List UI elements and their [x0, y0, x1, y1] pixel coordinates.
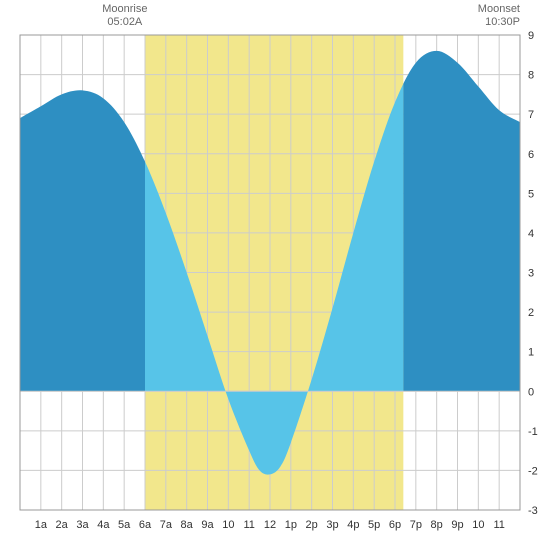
moonrise-time: 05:02A	[107, 16, 143, 28]
x-tick-label: 11	[493, 519, 504, 531]
y-tick-label: 2	[528, 307, 534, 319]
y-tick-label: -2	[528, 465, 538, 477]
moonrise-label: Moonrise	[102, 3, 147, 15]
chart-svg: Moonrise05:02AMoonset10:30P-3-2-10123456…	[0, 0, 550, 550]
x-tick-label: 1p	[285, 519, 297, 531]
y-tick-label: 8	[528, 70, 534, 82]
y-tick-label: 4	[528, 228, 534, 240]
x-tick-label: 8a	[181, 519, 194, 531]
y-tick-label: 9	[528, 30, 534, 42]
x-tick-label: 9p	[451, 519, 463, 531]
y-tick-label: -1	[528, 426, 538, 438]
x-tick-label: 11	[243, 519, 254, 531]
x-tick-label: 9a	[201, 519, 214, 531]
y-tick-label: 1	[528, 347, 534, 359]
y-tick-label: 7	[528, 109, 534, 121]
y-tick-label: 3	[528, 268, 534, 280]
y-tick-label: 0	[528, 386, 534, 398]
tide-chart: Moonrise05:02AMoonset10:30P-3-2-10123456…	[0, 0, 550, 550]
y-tick-label: -3	[528, 505, 538, 517]
x-tick-label: 3a	[76, 519, 89, 531]
x-tick-label: 7a	[160, 519, 173, 531]
x-tick-label: 10	[472, 519, 484, 531]
x-tick-label: 4p	[347, 519, 359, 531]
x-tick-label: 5a	[118, 519, 131, 531]
x-tick-label: 8p	[431, 519, 443, 531]
x-tick-label: 1a	[35, 519, 48, 531]
x-tick-label: 3p	[326, 519, 338, 531]
x-tick-label: 2a	[56, 519, 69, 531]
x-tick-label: 12	[264, 519, 276, 531]
moonset-label: Moonset	[478, 3, 520, 15]
y-tick-label: 6	[528, 149, 534, 161]
x-tick-label: 10	[222, 519, 234, 531]
moonset-time: 10:30P	[485, 16, 520, 28]
x-tick-label: 4a	[97, 519, 110, 531]
x-tick-label: 5p	[368, 519, 380, 531]
x-tick-label: 2p	[306, 519, 318, 531]
y-tick-label: 5	[528, 188, 534, 200]
x-tick-label: 6a	[139, 519, 152, 531]
x-tick-label: 7p	[410, 519, 422, 531]
x-tick-label: 6p	[389, 519, 401, 531]
